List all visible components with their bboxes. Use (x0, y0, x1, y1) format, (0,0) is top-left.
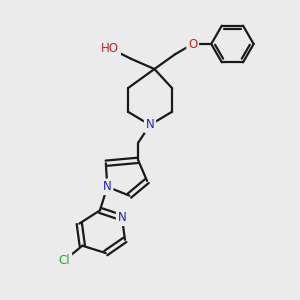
Text: O: O (188, 38, 197, 50)
Text: Cl: Cl (59, 254, 70, 267)
Text: HO: HO (101, 42, 119, 55)
Text: N: N (146, 118, 154, 131)
Text: N: N (118, 211, 126, 224)
Text: N: N (103, 180, 112, 193)
